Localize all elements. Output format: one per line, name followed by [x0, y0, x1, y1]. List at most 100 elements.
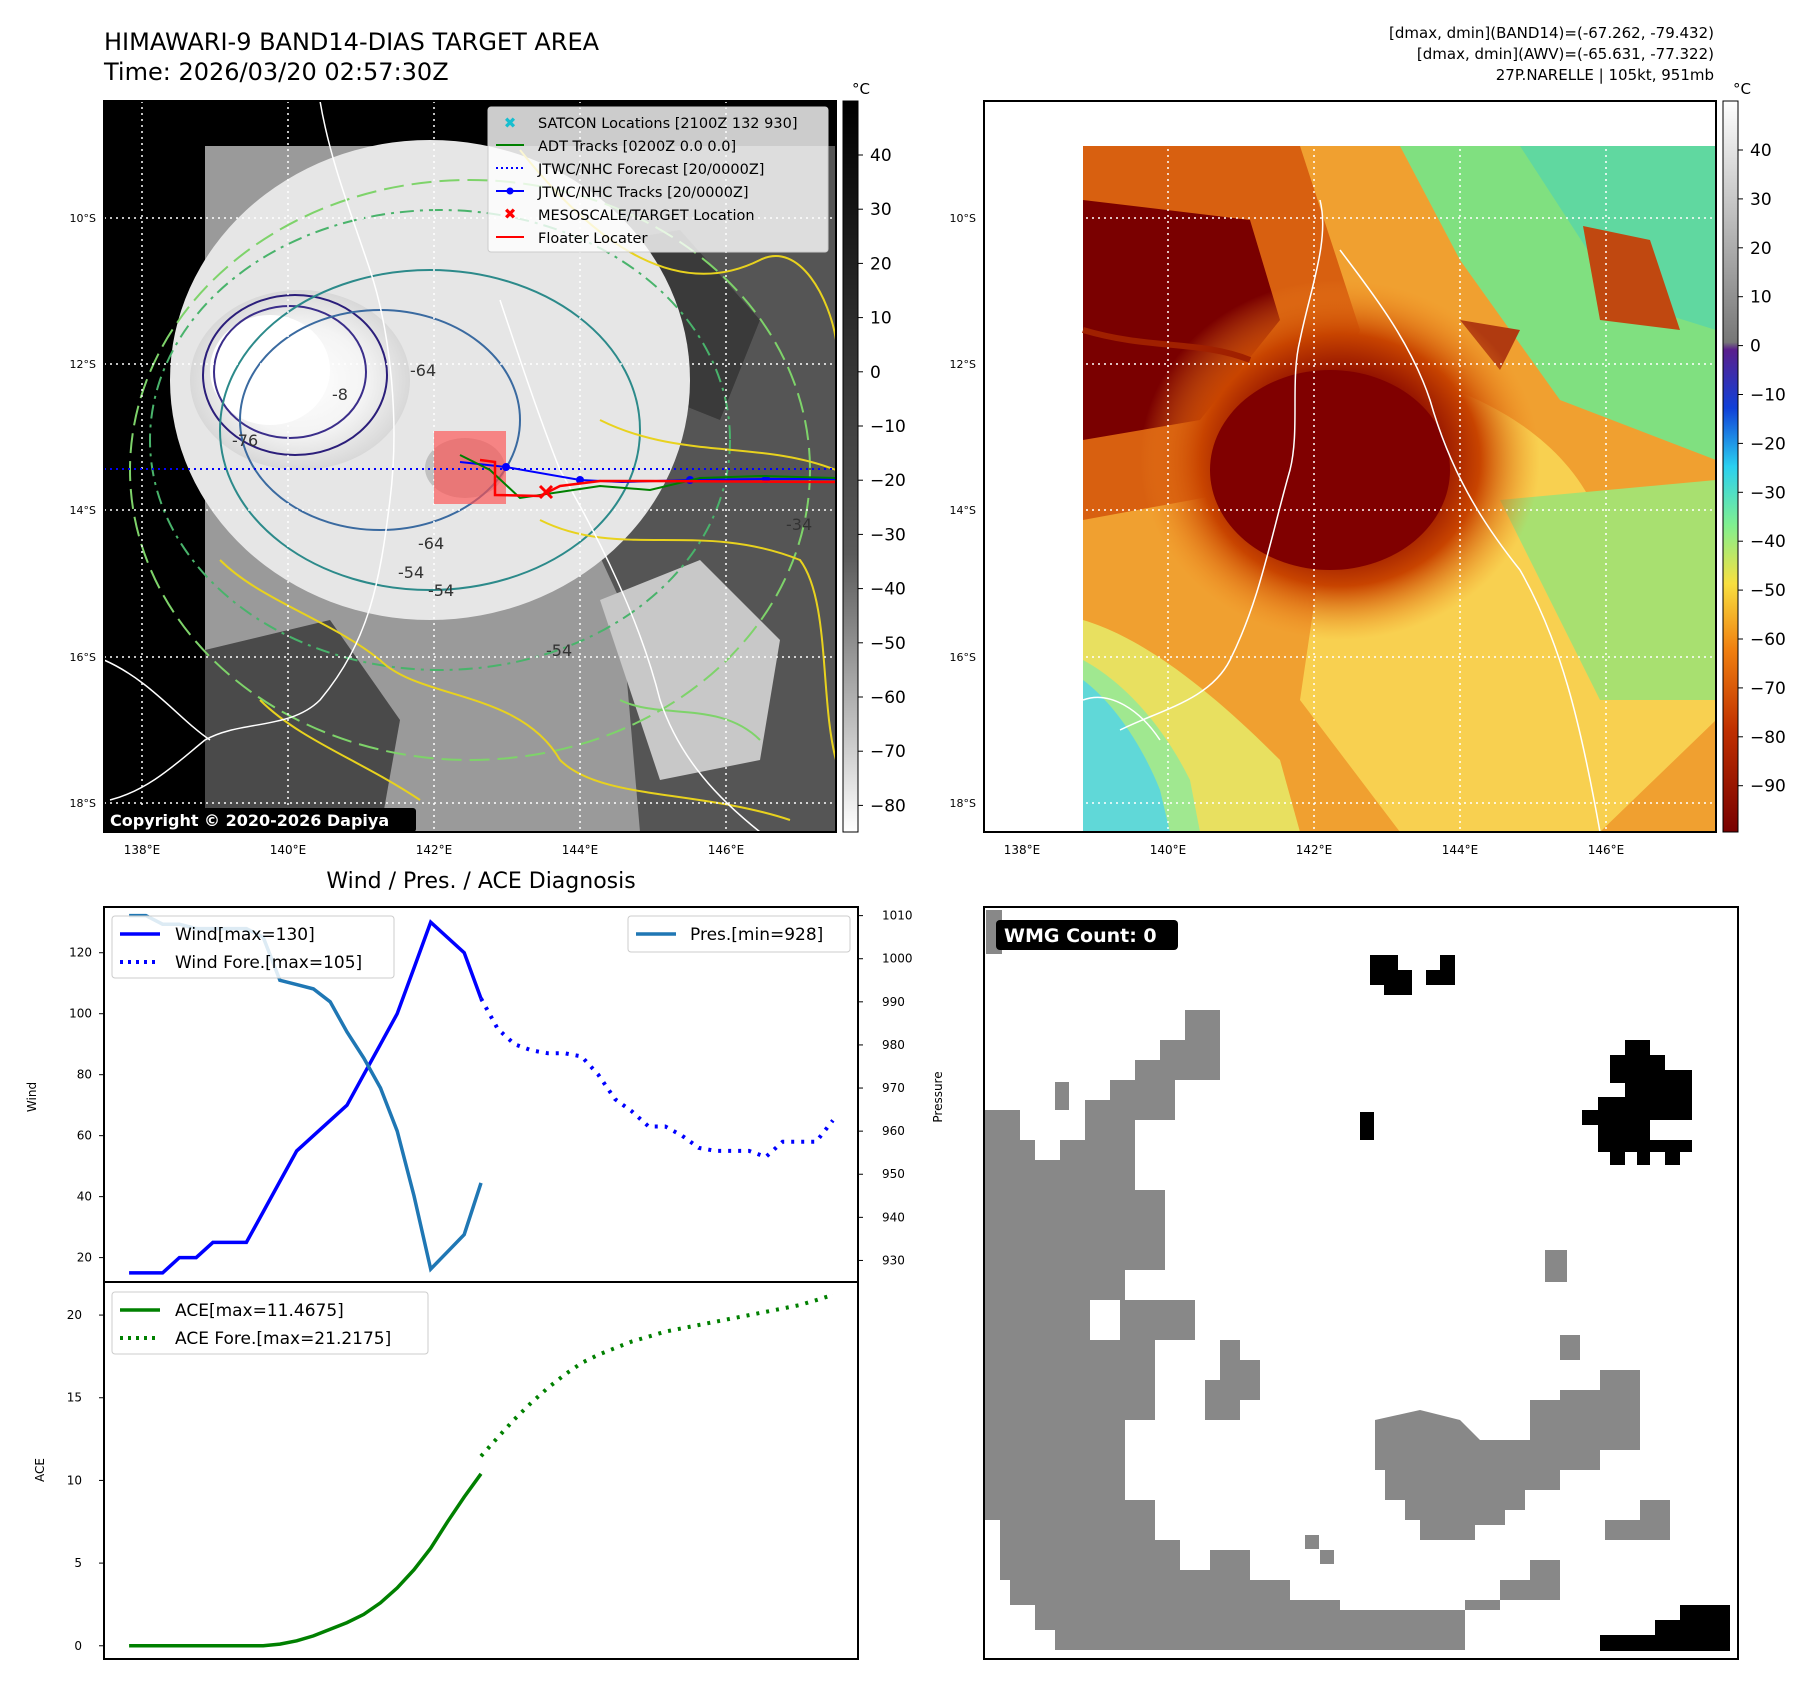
wind-pres-chart: 20 40 60 80 100 120 930 940 950 960 970 980 990 1000…: [25, 906, 945, 1283]
right-colorbar-tick-label-12: −80: [1750, 728, 1786, 748]
left-colorbar-tick-label-4: 0: [870, 363, 881, 383]
ace-tick-label-3: 15: [67, 1391, 82, 1405]
wmg-panel: WMG Count: 0: [983, 906, 1739, 1660]
left-lat-10s: 10°S: [70, 212, 96, 225]
left-colorbar-unit: °C: [852, 80, 870, 98]
ace-axis-label: ACE: [33, 1458, 47, 1482]
right-colorbar-tick-label-4: 0: [1750, 337, 1761, 357]
svg-text:✖: ✖: [504, 114, 517, 132]
right-colorbar-tick-label-2: 20: [1750, 239, 1772, 259]
right-colorbar-tick-label-11: −70: [1750, 679, 1786, 699]
legend-floater: Floater Locater: [538, 231, 647, 247]
left-lat-12s: 12°S: [70, 358, 96, 371]
right-colorbar-tick-label-0: 40: [1750, 141, 1772, 161]
pressure-tick-label-6: 990: [882, 995, 905, 1009]
legend-satcon: SATCON Locations [2100Z 132 930]: [538, 116, 797, 132]
right-lat-10s: 10°S: [950, 212, 976, 225]
left-lat-18s: 18°S: [70, 797, 96, 810]
contour-label-4: -54: [398, 563, 424, 582]
wind-tick-label-0: 20: [77, 1251, 92, 1265]
right-lon-138e: 138°E: [1004, 843, 1041, 857]
right-colorbar: °C 40 30 20 10 0 −10 −20 −30 −40 −50 −60 −70 −80 −90: [1722, 80, 1786, 833]
legend-jtwc-forecast: JTWC/NHC Forecast [20/0000Z]: [537, 162, 764, 178]
copyright-text: Copyright © 2020-2026 Dapiya: [110, 811, 389, 830]
wind-tick-label-3: 80: [77, 1068, 92, 1082]
right-colorbar-tick-label-8: −40: [1750, 532, 1786, 552]
right-lat-12s: 12°S: [950, 358, 976, 371]
pressure-axis-label: Pressure: [931, 1071, 945, 1122]
svg-text:✖: ✖: [504, 205, 517, 223]
figure-time: Time: 2026/03/20 02:57:30Z: [103, 58, 449, 86]
info-awv-range: [dmax, dmin](AWV)=(-65.631, -77.322): [1417, 45, 1714, 63]
right-lat-16s: 16°S: [950, 651, 976, 664]
right-colorbar-unit: °C: [1733, 80, 1751, 98]
left-colorbar-tick-label-12: −80: [870, 796, 906, 816]
right-lon-146e: 146°E: [1588, 843, 1625, 857]
wind-tick-label-1: 40: [77, 1190, 92, 1204]
pressure-tick-label-3: 960: [882, 1124, 905, 1138]
right-lon-142e: 142°E: [1296, 843, 1333, 857]
right-map-panel: [983, 100, 1717, 833]
left-lat-14s: 14°S: [70, 504, 96, 517]
wind-tick-label-2: 60: [77, 1129, 92, 1143]
legend-adt: ADT Tracks [0200Z 0.0 0.0]: [538, 139, 736, 155]
left-map-lat-labels: 10°S 12°S 14°S 16°S 18°S: [70, 212, 96, 810]
legend-wind-forecast: Wind Fore.[max=105]: [175, 953, 362, 973]
left-lon-142e: 142°E: [416, 843, 453, 857]
left-lon-146e: 146°E: [708, 843, 745, 857]
left-lon-138e: 138°E: [124, 843, 161, 857]
wind-tick-label-5: 120: [69, 946, 92, 960]
series-line-wind-fore-: [479, 997, 835, 1160]
contour-label-7: -64: [418, 534, 444, 553]
right-colorbar-tick-label-13: −90: [1750, 777, 1786, 797]
diagnosis-title: Wind / Pres. / ACE Diagnosis: [326, 869, 635, 894]
pressure-tick-label-4: 970: [882, 1081, 905, 1095]
left-colorbar-tick-label-11: −70: [870, 742, 906, 762]
info-band14-range: [dmax, dmin](BAND14)=(-67.262, -79.432): [1389, 24, 1714, 42]
wind-tick-label-4: 100: [69, 1007, 92, 1021]
ace-tick-label-1: 5: [74, 1556, 82, 1570]
contour-label-3: -64: [410, 361, 436, 380]
ace-tick-label-2: 10: [67, 1473, 82, 1487]
left-colorbar-tick-label-0: 40: [870, 146, 892, 166]
wmg-black-mask: [1360, 955, 1730, 1651]
right-map-lat-labels: 10°S 12°S 14°S 16°S 18°S: [950, 212, 976, 810]
legend-ace-forecast: ACE Fore.[max=21.2175]: [175, 1329, 391, 1349]
left-colorbar-tick-label-5: −10: [870, 417, 906, 437]
left-colorbar-tick-label-9: −50: [870, 634, 906, 654]
adt-track-line: [459, 454, 836, 500]
ace-chart: 0 5 10 15 20 ACE ACE[max=11.4675] ACE Fore.[…: [33, 1281, 859, 1660]
contour-label-2: -76: [232, 431, 258, 450]
ace-tick-label-4: 20: [67, 1308, 82, 1322]
left-colorbar-tick-label-10: −60: [870, 688, 906, 708]
right-map-lon-labels: 138°E 140°E 142°E 144°E 146°E: [1004, 843, 1625, 857]
ace-tick-label-0: 0: [74, 1639, 82, 1653]
left-colorbar-tick-label-2: 20: [870, 254, 892, 274]
right-colorbar-tick-label-6: −20: [1750, 434, 1786, 454]
left-colorbar-tick-label-3: 10: [870, 309, 892, 329]
legend-mesoscale: MESOSCALE/TARGET Location: [538, 208, 755, 224]
wmg-count-label: WMG Count: 0: [1004, 925, 1157, 947]
left-colorbar-tick-label-7: −30: [870, 525, 906, 545]
right-colorbar-tick-label-1: 30: [1750, 190, 1772, 210]
pressure-tick-label-2: 950: [882, 1167, 905, 1181]
right-lon-144e: 144°E: [1442, 843, 1479, 857]
legend-ace: ACE[max=11.4675]: [175, 1301, 344, 1321]
info-storm-name: 27P.NARELLE | 105kt, 951mb: [1496, 66, 1714, 84]
pressure-tick-label-8: 1010: [882, 909, 913, 923]
right-colorbar-tick-label-5: −10: [1750, 386, 1786, 406]
left-map-legend: ✖ ✖ SATCON Locations [2100Z 132 930] ADT…: [487, 106, 829, 253]
pressure-tick-label-7: 1000: [882, 952, 913, 966]
right-colorbar-tick-label-9: −50: [1750, 581, 1786, 601]
left-map-lon-labels: 138°E 140°E 142°E 144°E 146°E: [124, 843, 745, 857]
pressure-tick-label-0: 930: [882, 1253, 905, 1267]
right-colorbar-tick-label-3: 10: [1750, 288, 1772, 308]
legend-jtwc-tracks: JTWC/NHC Tracks [20/0000Z]: [537, 185, 749, 201]
legend-wind: Wind[max=130]: [175, 925, 315, 945]
contour-label-5: -54: [428, 581, 454, 600]
left-map-panel: -8 -76 -64 -54 -54 -54 -64 -34 ✖ ✖ SATCO…: [103, 100, 837, 833]
contour-label-1: -8: [332, 385, 348, 404]
copyright-badge: [104, 808, 416, 832]
right-lat-18s: 18°S: [950, 797, 976, 810]
